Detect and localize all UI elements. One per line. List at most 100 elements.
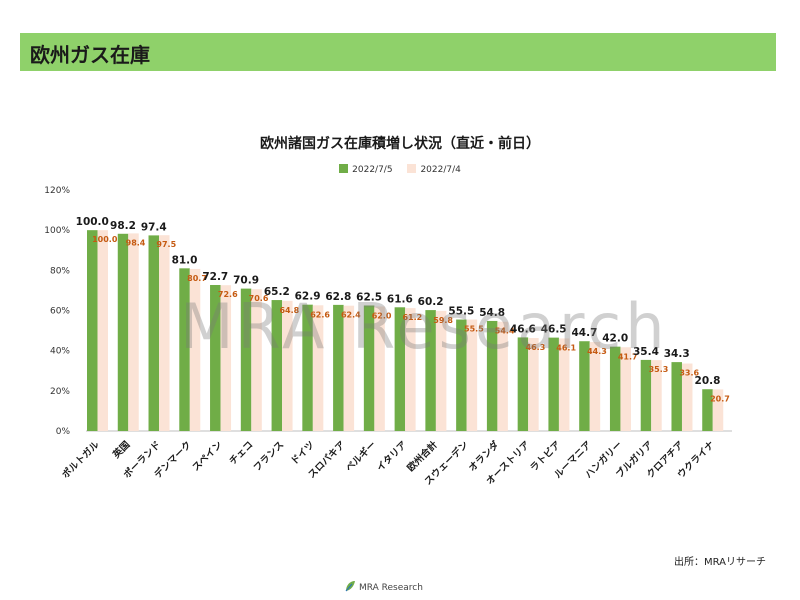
bar-current	[702, 389, 713, 431]
data-label-current: 70.9	[233, 275, 259, 287]
data-label-previous: 62.6	[310, 310, 330, 319]
data-label-current: 20.8	[695, 375, 721, 387]
x-tick-label: 英国	[110, 439, 132, 461]
bar-current	[640, 359, 652, 431]
y-tick-label: 0%	[56, 427, 71, 437]
bar-current	[271, 300, 283, 431]
source-note: 出所：MRAリサーチ	[673, 557, 766, 568]
bar-current	[425, 310, 436, 431]
bar-current	[486, 320, 498, 431]
chart-legend: 2022/7/5 2022/7/4	[0, 164, 800, 175]
data-label-previous: 72.6	[218, 290, 238, 299]
bar-current	[179, 268, 190, 431]
logo-leaf-icon	[345, 581, 355, 592]
y-tick-label: 40%	[50, 347, 70, 357]
data-label-current: 46.5	[541, 324, 567, 336]
data-label-previous: 70.6	[249, 294, 269, 303]
bar-previous	[558, 338, 570, 431]
data-label-previous: 64.8	[279, 306, 299, 315]
bar-current	[210, 284, 221, 431]
data-label-previous: 35.3	[649, 365, 669, 374]
data-label-previous: 41.7	[618, 352, 638, 361]
data-label-current: 65.2	[264, 286, 290, 298]
data-label-previous: 61.2	[402, 313, 422, 322]
data-label-current: 34.3	[664, 348, 690, 360]
data-label-previous: 98.4	[126, 238, 146, 247]
data-label-current: 44.7	[571, 327, 597, 339]
page-title: 欧州ガス在庫	[30, 43, 150, 67]
data-label-previous: 100.0	[92, 235, 118, 244]
bar-previous	[528, 338, 539, 431]
bar-previous	[251, 289, 262, 431]
bar-previous	[343, 305, 355, 431]
x-tick-label: スペイン	[190, 439, 224, 473]
data-label-previous: 80.7	[187, 274, 207, 283]
bar-current	[456, 319, 467, 431]
legend-swatch-current	[339, 164, 349, 173]
bar-current	[548, 337, 559, 431]
data-label-previous: 46.3	[526, 343, 546, 352]
legend-item-previous: 2022/7/4	[407, 164, 461, 175]
data-label-previous: 59.8	[433, 316, 453, 325]
bar-previous	[159, 235, 170, 431]
y-tick-label: 80%	[50, 266, 70, 276]
legend-item-current: 2022/7/5	[339, 164, 393, 175]
bar-current	[333, 304, 344, 431]
bar-current	[302, 304, 313, 431]
bar-previous	[712, 389, 724, 431]
data-label-previous: 62.0	[372, 311, 392, 320]
bar-previous	[405, 308, 416, 431]
data-label-current: 60.2	[418, 296, 444, 308]
legend-label-previous: 2022/7/4	[420, 165, 461, 175]
data-label-previous: 55.5	[464, 325, 484, 334]
data-label-current: 100.0	[76, 216, 109, 228]
data-label-previous: 62.4	[341, 311, 361, 320]
bar-previous	[651, 360, 662, 431]
data-label-previous: 46.1	[556, 343, 576, 352]
data-label-current: 46.6	[510, 323, 536, 335]
data-label-current: 35.4	[633, 346, 659, 358]
footer-logo: MRA Research	[344, 580, 423, 593]
y-tick-label: 20%	[50, 387, 70, 397]
bar-current	[117, 233, 129, 431]
y-tick-label: 60%	[50, 307, 70, 317]
header-bar: 欧州ガス在庫	[20, 33, 776, 71]
data-label-previous: 54.4	[495, 327, 515, 336]
x-tick-label: フランス	[252, 439, 287, 474]
bar-previous	[374, 306, 385, 431]
bar-current	[394, 307, 406, 431]
bar-current	[609, 346, 621, 431]
data-label-current: 62.8	[325, 291, 351, 303]
bar-previous	[282, 300, 293, 431]
x-tick-label: ドイツ	[289, 439, 317, 467]
bar-previous	[620, 347, 631, 431]
data-label-previous: 44.3	[587, 347, 607, 356]
bar-current	[517, 337, 529, 431]
y-tick-label: 100%	[44, 226, 70, 236]
data-label-previous: 20.7	[710, 394, 730, 403]
bar-previous	[220, 285, 232, 431]
bar-previous	[312, 305, 324, 431]
bar-previous	[681, 363, 693, 431]
data-label-current: 62.9	[295, 291, 321, 303]
data-label-current: 42.0	[602, 333, 628, 345]
x-tick-label: ポルトガル	[60, 438, 102, 480]
y-tick-label: 120%	[44, 186, 70, 196]
data-label-current: 81.0	[172, 254, 198, 266]
bar-previous	[128, 233, 139, 431]
data-label-current: 72.7	[202, 271, 228, 283]
bar-previous	[497, 321, 508, 431]
bar-current	[240, 288, 252, 431]
data-label-current: 97.4	[141, 221, 167, 233]
data-label-previous: 33.6	[679, 369, 699, 378]
data-label-current: 55.5	[448, 306, 474, 318]
x-tick-label: イタリア	[374, 438, 409, 473]
data-label-current: 62.5	[356, 291, 382, 303]
chart-title: 欧州諸国ガス在庫積増し状況（直近・前日）	[260, 136, 540, 152]
watermark: MRA Research	[180, 290, 669, 363]
footer-logo-text: MRA Research	[359, 583, 423, 593]
data-label-current: 98.2	[110, 220, 136, 232]
bar-previous	[589, 342, 601, 431]
legend-swatch-previous	[407, 164, 417, 173]
